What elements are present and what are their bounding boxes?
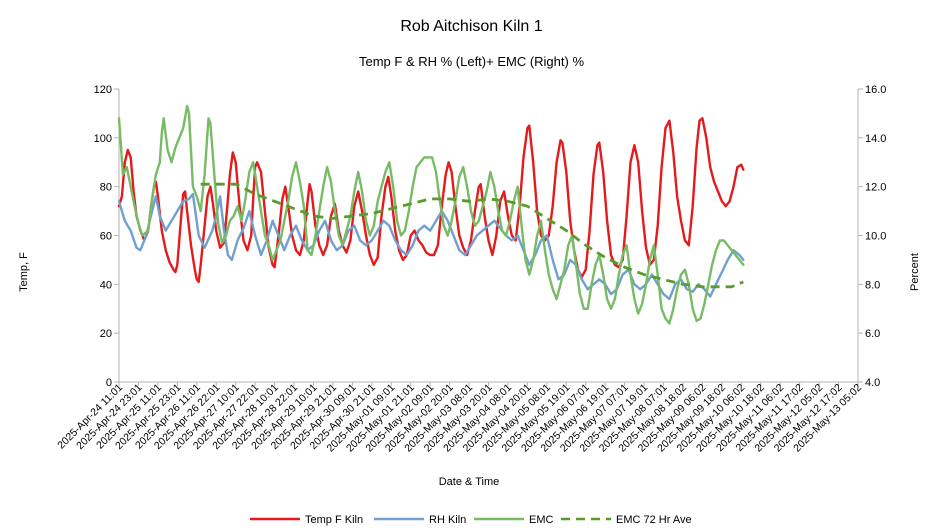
y-tick-label: 60 <box>100 231 112 243</box>
chart-axes: 0 20 40 60 80 100 120 4.0 6.0 8.0 10.0 12.0 14.0 16.0… <box>55 84 886 455</box>
chart-legend: Temp F Kiln RH Kiln EMC EMC 72 Hr Ave <box>250 514 692 526</box>
series-line-emc <box>117 104 745 325</box>
chart-subtitle: Temp F & RH % (Left)+ EMC (Right) % <box>358 54 585 69</box>
y2-tick-label: 12.0 <box>865 182 886 194</box>
y2-tick-label: 10.0 <box>865 231 886 243</box>
y2-tick-label: 16.0 <box>865 84 886 96</box>
y-axis-label: Temp, F <box>18 252 30 292</box>
series-line-temp-f-kiln <box>117 117 745 284</box>
y-tick-label: 0 <box>106 377 112 389</box>
legend-label: Temp F Kiln <box>305 514 363 526</box>
y-tick-label: 120 <box>94 84 112 96</box>
chart-series <box>117 104 745 325</box>
y2-axis-label: Percent <box>909 253 921 291</box>
legend-label: EMC <box>529 514 554 526</box>
y2-tick-label: 8.0 <box>865 279 880 291</box>
y-tick-label: 100 <box>94 133 112 145</box>
legend-label: RH Kiln <box>429 514 466 526</box>
y-tick-label: 80 <box>100 182 112 194</box>
y-tick-label: 20 <box>100 328 112 340</box>
y2-tick-label: 6.0 <box>865 328 880 340</box>
y2-tick-label: 4.0 <box>865 377 880 389</box>
y-tick-label: 40 <box>100 279 112 291</box>
chart-title: Rob Aitchison Kiln 1 <box>400 18 543 35</box>
legend-label: EMC 72 Hr Ave <box>616 514 692 526</box>
series-line-emc-72-hr-ave <box>200 182 744 289</box>
x-axis-label: Date & Time <box>439 476 500 488</box>
y2-tick-label: 14.0 <box>865 133 886 145</box>
